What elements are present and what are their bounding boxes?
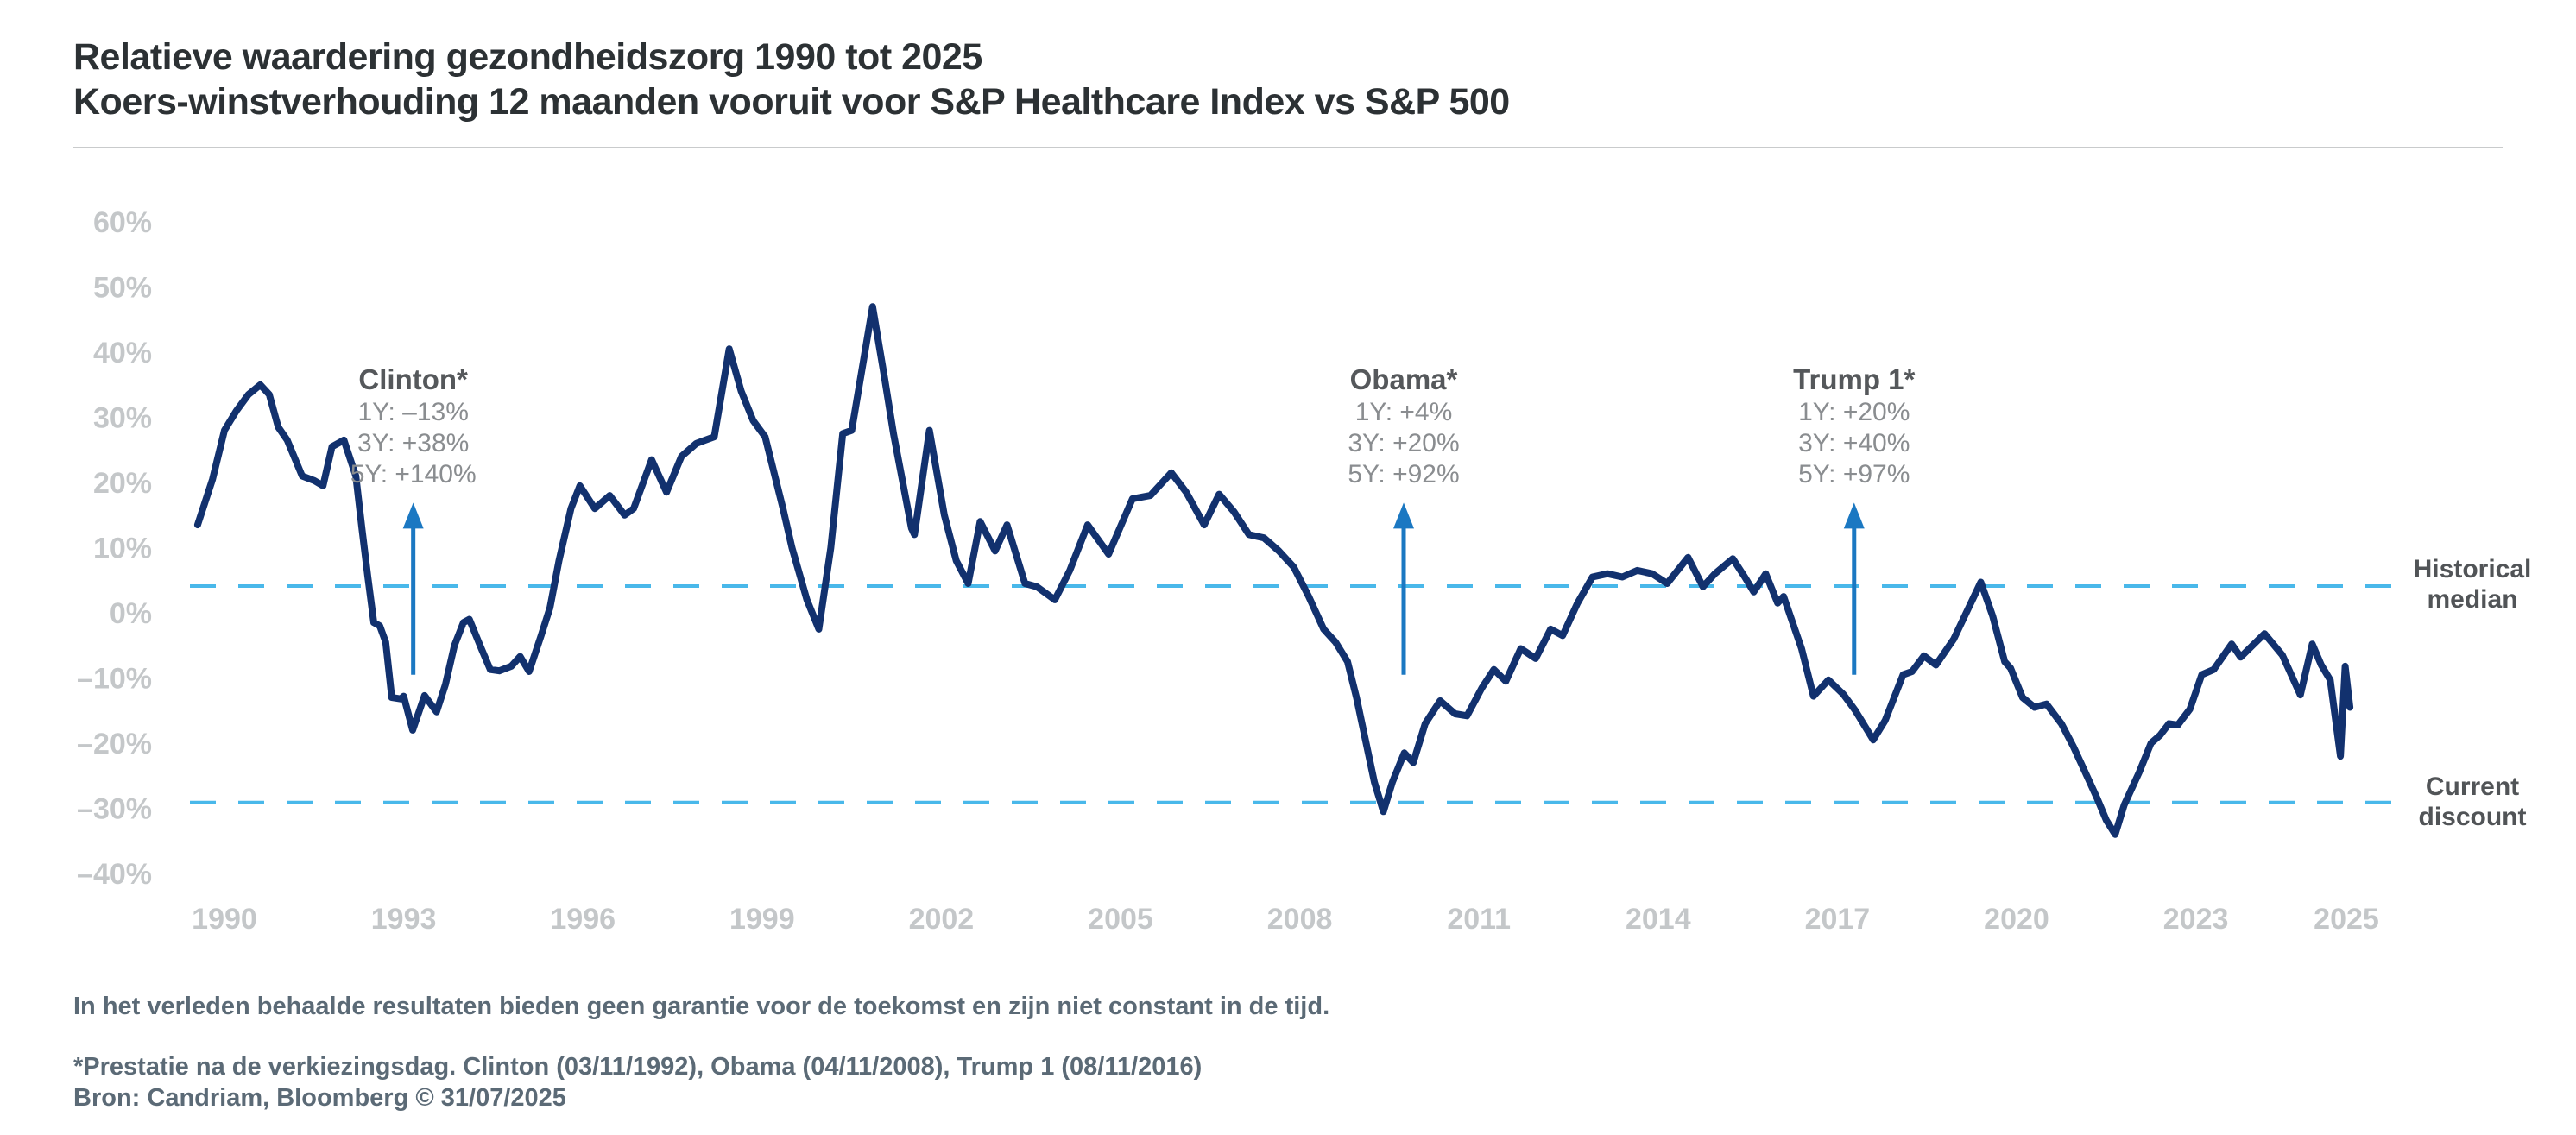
y-tick-50%: 50%: [93, 272, 152, 305]
y-tick-0%: 0%: [110, 597, 152, 630]
clinton-annotation: Clinton* 1Y: –13% 3Y: +38% 5Y: +140%: [275, 363, 552, 490]
x-tick-2020: 2020: [1984, 903, 2049, 936]
trump1-arrow-up-icon: [1843, 502, 1865, 529]
obama-annotation: Obama* 1Y: +4% 3Y: +20% 5Y: +92%: [1266, 363, 1542, 490]
clinton-annotation-stat-2: 5Y: +140%: [350, 460, 477, 489]
x-tick-2025: 2025: [2314, 903, 2379, 936]
y-tick-30%: 30%: [93, 402, 152, 435]
obama-arrow-up-icon: [1393, 502, 1415, 529]
source-note: Bron: Candriam, Bloomberg © 31/07/2025: [73, 1084, 566, 1112]
x-tick-1996: 1996: [550, 903, 616, 936]
chart-title: Relatieve waardering gezondheidszorg 199…: [73, 35, 1510, 124]
title-separator-rule: [73, 147, 2503, 148]
trump1-annotation-stat-1: 3Y: +40%: [1798, 429, 1910, 457]
x-tick-2008: 2008: [1267, 903, 1333, 936]
y-tick-–20%: –20%: [77, 728, 152, 760]
x-tick-2005: 2005: [1088, 903, 1153, 936]
y-tick-10%: 10%: [93, 533, 152, 565]
current-discount-label: Current discount: [2418, 772, 2527, 831]
chart-title-line1: Relatieve waardering gezondheidszorg 199…: [73, 36, 982, 78]
y-tick-20%: 20%: [93, 467, 152, 500]
obama-annotation-stat-0: 1Y: +4%: [1354, 398, 1453, 426]
x-tick-1999: 1999: [729, 903, 795, 936]
healthcare-vs-sp500-series-line: [193, 303, 2354, 838]
y-tick-40%: 40%: [93, 337, 152, 369]
y-tick-–10%: –10%: [77, 663, 152, 696]
election-dates-note: *Prestatie na de verkiezingsdag. Clinton…: [73, 1053, 1203, 1081]
x-tick-1993: 1993: [371, 903, 437, 936]
y-tick-–40%: –40%: [77, 858, 152, 891]
x-tick-1990: 1990: [192, 903, 257, 936]
x-tick-2011: 2011: [1447, 903, 1511, 936]
disclaimer-note: In het verleden behaalde resultaten bied…: [73, 993, 1330, 1020]
x-tick-2023: 2023: [2163, 903, 2229, 936]
clinton-annotation-stat-0: 1Y: –13%: [357, 398, 469, 426]
trump1-annotation: Trump 1* 1Y: +20% 3Y: +40% 5Y: +97%: [1716, 363, 1992, 490]
y-tick-60%: 60%: [93, 206, 152, 239]
obama-annotation-header: Obama*: [1349, 363, 1458, 395]
trump1-annotation-header: Trump 1*: [1793, 363, 1916, 395]
chart-title-line2: Koers-winstverhouding 12 maanden vooruit…: [73, 81, 1510, 123]
trump1-annotation-stat-2: 5Y: +97%: [1798, 460, 1910, 489]
clinton-arrow-up-icon: [402, 502, 424, 529]
x-tick-2017: 2017: [1805, 903, 1871, 936]
clinton-annotation-header: Clinton*: [358, 363, 468, 395]
trump1-annotation-stat-0: 1Y: +20%: [1798, 398, 1910, 426]
obama-annotation-stat-1: 3Y: +20%: [1348, 429, 1460, 457]
x-tick-2014: 2014: [1626, 903, 1691, 936]
clinton-annotation-stat-1: 3Y: +38%: [357, 429, 470, 457]
x-tick-2002: 2002: [909, 903, 975, 936]
obama-annotation-stat-2: 5Y: +92%: [1348, 460, 1460, 489]
y-tick-–30%: –30%: [77, 793, 152, 826]
historical-median-label: Historical median: [2413, 555, 2532, 614]
